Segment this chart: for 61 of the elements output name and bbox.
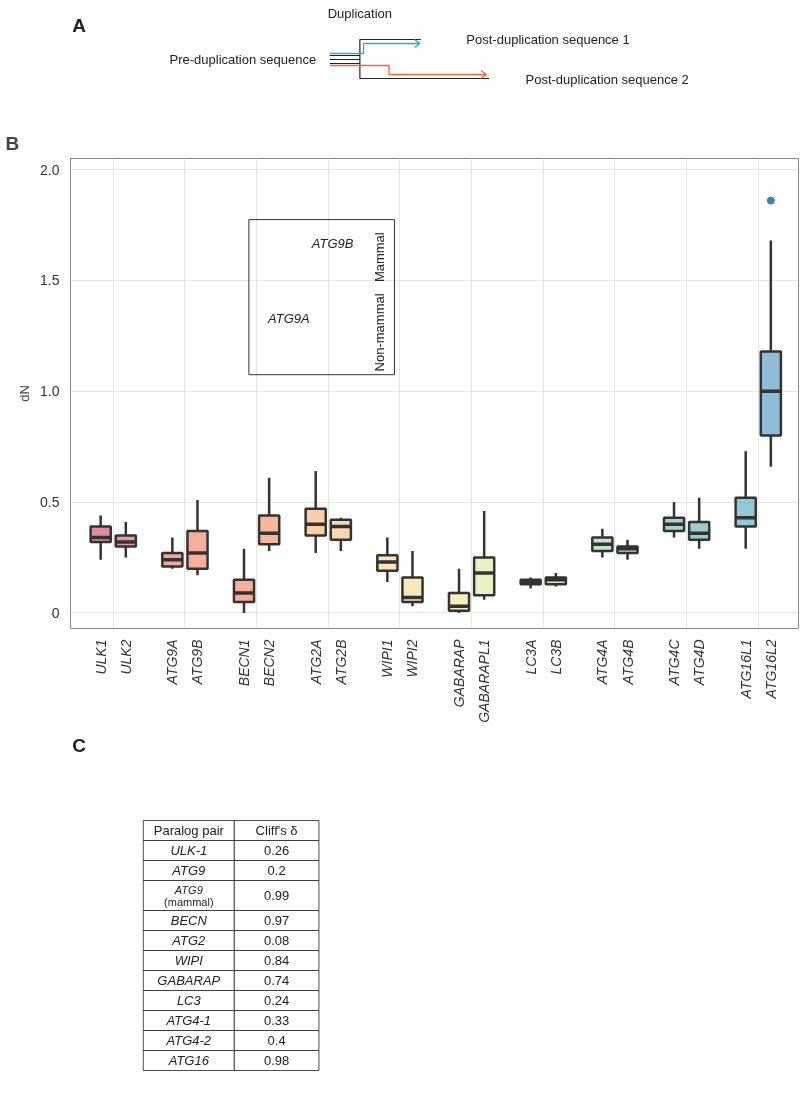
x-tick-label: GABARAP (451, 638, 468, 708)
text: LC3 (176, 993, 202, 1008)
text: Cliff's δ (255, 823, 298, 838)
x-tick-label: ATG4D (691, 639, 708, 687)
annotation: Non-mammal (372, 293, 388, 372)
x-tick-label: WIPI2 (404, 639, 421, 678)
x-tick-label: GABARAPL1 (476, 639, 493, 723)
y-axis-title: dN (17, 385, 33, 402)
text: C (72, 735, 87, 756)
text: ULK-1 (170, 843, 208, 858)
x-tick-label: WIPI1 (379, 639, 396, 678)
x-tick-label: BECN2 (261, 639, 278, 687)
text: 0.99 (263, 888, 290, 903)
x-tick-label: ATG9B (189, 639, 206, 686)
text: 0.26 (263, 843, 290, 858)
text: 0.97 (263, 913, 290, 928)
y-tick-label: 0.5 (40, 494, 60, 511)
y-tick-label: 1.5 (40, 272, 60, 289)
x-tick-label: ULK2 (117, 639, 134, 675)
text: Paralog pair (153, 823, 225, 838)
text: ATG16 (167, 1053, 210, 1068)
text: BECN (170, 913, 208, 928)
annotation: Mammal (372, 232, 388, 283)
text: GABARAP (157, 973, 221, 988)
x-tick-label: ATG4C (666, 638, 683, 687)
text: 0.74 (263, 973, 290, 988)
text: ATG4-1 (165, 1013, 212, 1028)
annotation: ATG9A (267, 310, 310, 326)
x-tick-label: LC3A (522, 639, 539, 675)
text: 0.4 (267, 1033, 286, 1048)
text: 0.2 (267, 863, 286, 878)
x-tick-label: ATG9A (164, 639, 181, 686)
text: ATG9 (mammal) (164, 883, 214, 908)
x-tick-label: ATG2B (332, 639, 349, 686)
annotation: ATG9B (310, 235, 354, 251)
text: 0.98 (263, 1053, 290, 1068)
text: ATG4-2 (165, 1033, 212, 1048)
x-tick-label: ATG16L2 (762, 639, 779, 700)
text: 0.08 (263, 933, 290, 948)
x-tick-label: LC3B (547, 639, 564, 675)
x-tick-label: ULK1 (92, 639, 109, 675)
x-tick-label: ATG2A (307, 639, 324, 686)
x-tick-label: BECN1 (236, 639, 253, 687)
y-tick-label: 2.0 (40, 161, 60, 178)
text: B (5, 132, 20, 154)
text: 0.33 (263, 1013, 290, 1028)
text: WIPI (174, 953, 204, 968)
text: Post-duplication sequence 1 (466, 32, 630, 47)
y-tick-label: 0 (51, 604, 60, 621)
text: 0.24 (263, 993, 290, 1008)
text: ATG2 (171, 933, 207, 948)
x-tick-label: ATG4A (594, 639, 611, 686)
text: ATG9 (171, 863, 206, 878)
text: Post-duplication sequence 2 (525, 72, 689, 87)
x-tick-label: ATG4B (619, 639, 636, 686)
text: 0.84 (263, 953, 290, 968)
text: Duplication (327, 6, 393, 21)
x-tick-label: ATG16L1 (737, 639, 754, 700)
y-tick-label: 1.0 (40, 383, 60, 400)
text: Pre-duplication sequence (169, 52, 317, 67)
text: A (72, 15, 87, 36)
